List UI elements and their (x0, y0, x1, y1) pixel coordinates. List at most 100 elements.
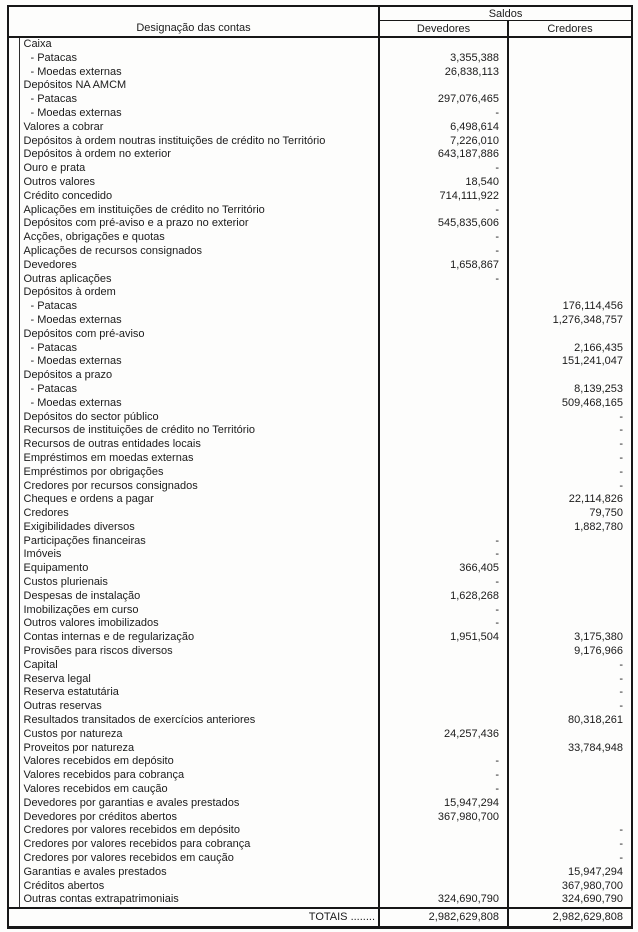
account-label: Depósitos com pré-aviso (23, 327, 145, 340)
credores-value (507, 272, 633, 287)
credores-value (507, 327, 633, 342)
table-row: - Patacas 2,166,435 (8, 341, 633, 356)
account-label: Outros valores (23, 175, 96, 188)
row-gutter (8, 286, 20, 301)
devedores-value: 545,835,606 (378, 217, 509, 232)
devedores-value: - (378, 106, 509, 121)
credores-value (507, 120, 633, 135)
account-label: Credores por valores recebidos em depósi… (23, 824, 240, 837)
account-label: Equipamento (23, 562, 89, 575)
row-gutter (8, 603, 20, 618)
table-row: Depósitos com pré-aviso e a prazo no ext… (8, 217, 633, 232)
row-gutter (8, 714, 20, 728)
table-row: Depósitos com pré-aviso (8, 327, 633, 342)
credores-value (507, 769, 633, 784)
row-gutter (8, 327, 20, 342)
credores-value (507, 810, 633, 825)
row-gutter (8, 300, 20, 314)
row-gutter (8, 51, 20, 66)
devedores-value (378, 658, 509, 673)
table-row: Custos por natureza 24,257,436 (8, 727, 633, 742)
devedores-value: - (378, 783, 509, 797)
account-label: - Patacas (30, 93, 77, 106)
account-label: Imóveis (23, 548, 62, 561)
row-gutter (8, 369, 20, 383)
account-label: Outras aplicações (23, 272, 112, 285)
devedores-value: 324,690,790 (378, 893, 509, 909)
row-gutter (8, 244, 20, 259)
credores-value: 22,114,826 (507, 493, 633, 508)
row-gutter (8, 465, 20, 480)
devedores-value (378, 355, 509, 370)
devedores-value: - (378, 231, 509, 245)
table-header: Designação das contas Saldos Devedores C… (8, 6, 633, 38)
account-label: Imobilizações em curso (23, 603, 139, 616)
row-gutter (8, 162, 20, 176)
row-gutter (8, 231, 20, 245)
row-gutter (8, 341, 20, 356)
table-footer: TOTAIS ........ 2,982,629,808 2,982,629,… (8, 907, 633, 928)
credores-value: - (507, 410, 633, 425)
credores-value: - (507, 686, 633, 701)
credores-value (507, 93, 633, 107)
row-gutter (8, 106, 20, 121)
column-header-saldos: Saldos (378, 6, 633, 21)
account-label: Recursos de instituições de crédito no T… (23, 424, 256, 437)
credores-value: - (507, 672, 633, 687)
column-header-credores: Credores (507, 20, 633, 38)
devedores-value: 1,658,867 (378, 258, 509, 273)
account-label: Capital (23, 658, 58, 671)
row-gutter (8, 134, 20, 149)
account-label: - Patacas (30, 51, 77, 64)
devedores-value (378, 865, 509, 880)
credores-value: 509,468,165 (507, 396, 633, 411)
account-label: Acções, obrigações e quotas (23, 231, 165, 244)
credores-value: 367,980,700 (507, 879, 633, 894)
row-gutter (8, 645, 20, 659)
table-row: Aplicações em instituições de crédito no… (8, 203, 633, 218)
devedores-value (378, 714, 509, 728)
credores-value (507, 589, 633, 604)
row-gutter (8, 562, 20, 577)
devedores-value (378, 410, 509, 425)
devedores-value: 1,951,504 (378, 631, 509, 646)
account-label: Devedores por garantias e avales prestad… (23, 796, 240, 809)
devedores-value: - (378, 534, 509, 549)
table-body: Caixa - Patacas 3,355,388- Moedas externas… (8, 37, 633, 909)
row-gutter (8, 93, 20, 107)
table-row: Credores por valores recebidos para cobr… (8, 838, 633, 853)
credores-value (507, 534, 633, 549)
row-gutter (8, 382, 20, 397)
row-gutter (8, 838, 20, 853)
table-row: - Moedas externas 509,468,165 (8, 396, 633, 411)
table-row: Outras aplicações - (8, 272, 633, 287)
table-row: Depósitos à ordem no exterior 643,187,886 (8, 148, 633, 163)
devedores-value (378, 520, 509, 535)
row-gutter (8, 355, 20, 370)
account-label: Contas internas e de regularização (23, 631, 195, 644)
row-gutter (8, 424, 20, 439)
table-row: Credores por recursos consignados - (8, 479, 633, 494)
row-gutter (8, 520, 20, 535)
credores-value (507, 37, 633, 52)
row-gutter (8, 507, 20, 521)
devedores-value (378, 879, 509, 894)
account-label: - Patacas (30, 300, 77, 313)
account-label: Depósitos a prazo (23, 369, 113, 382)
account-label: Reserva estatutária (23, 686, 119, 699)
credores-value (507, 106, 633, 121)
table-row: Outros valores 18,540 (8, 175, 633, 190)
account-label: Proveitos por natureza (23, 741, 135, 754)
table-row: - Moedas externas - (8, 106, 633, 121)
table-row: Credores por valores recebidos em depósi… (8, 824, 633, 839)
credores-value: - (507, 824, 633, 839)
table-row: Equipamento 366,405 (8, 562, 633, 577)
devedores-value (378, 300, 509, 314)
table-row: Depósitos do sector público - (8, 410, 633, 425)
row-gutter (8, 120, 20, 135)
totals-credores-value: 2,982,629,808 (507, 907, 633, 928)
credores-value (507, 562, 633, 577)
account-label: Outros valores imobilizados (23, 617, 159, 630)
table-row: Credores por valores recebidos em caução… (8, 852, 633, 866)
row-gutter (8, 438, 20, 452)
